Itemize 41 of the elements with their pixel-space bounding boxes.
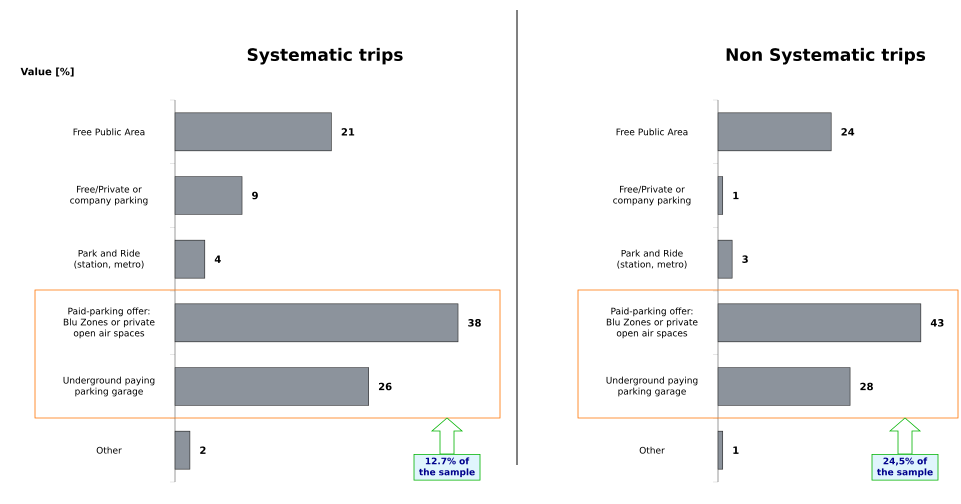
y-tick-label: Underground paying parking garage <box>64 376 154 396</box>
bar <box>718 240 732 278</box>
bar <box>174 304 458 342</box>
data-label: 24 <box>842 128 854 136</box>
y-tick-label: Underground paying parking garage <box>606 376 698 396</box>
data-label: 21 <box>342 128 354 136</box>
y-tick-label: Other <box>640 446 665 454</box>
bar <box>174 430 190 470</box>
y-tick-label: Park and Ride (station, metro) <box>617 250 687 269</box>
data-label: 28 <box>860 382 873 390</box>
y-tick-label: Free/Private or company parking <box>70 186 148 206</box>
data-label: 38 <box>468 319 481 327</box>
chart-title: Systematic trips <box>248 48 403 64</box>
bar <box>174 240 206 278</box>
chart-title: Non Systematic trips <box>726 48 926 64</box>
annotation: 24,5% of the sample <box>877 457 933 478</box>
data-label: 2 <box>200 446 206 454</box>
bar <box>718 112 832 152</box>
bar <box>718 176 724 215</box>
data-label: 1 <box>733 192 739 200</box>
bar <box>174 367 369 406</box>
y-tick-label: Other <box>96 446 122 454</box>
y-tick-label: Free Public Area <box>616 128 688 136</box>
bar <box>718 430 724 470</box>
data-label: 1 <box>733 446 739 454</box>
data-label: 26 <box>378 382 392 390</box>
y-tick-label: Paid-parking offer: Blu Zones or private open air spaces <box>606 307 698 338</box>
y-tick-label: Free Public Area <box>74 128 144 136</box>
y-tick-label: Paid-parking offer: Blu Zones or private open air spaces <box>64 307 154 338</box>
bar <box>718 304 922 342</box>
y-tick-label: Park and Ride (station, metro) <box>74 250 144 269</box>
data-label: 4 <box>214 256 221 263</box>
bar <box>174 176 242 215</box>
bar <box>174 112 332 152</box>
annotation: 12.7% of the sample <box>419 457 475 478</box>
data-label: 9 <box>252 192 258 200</box>
y-tick-label: Free/Private or company parking <box>613 186 690 206</box>
bar <box>718 367 850 406</box>
data-label: 3 <box>742 255 748 263</box>
data-label: 43 <box>930 319 944 327</box>
y-axis-title: Value [%] <box>20 68 74 76</box>
